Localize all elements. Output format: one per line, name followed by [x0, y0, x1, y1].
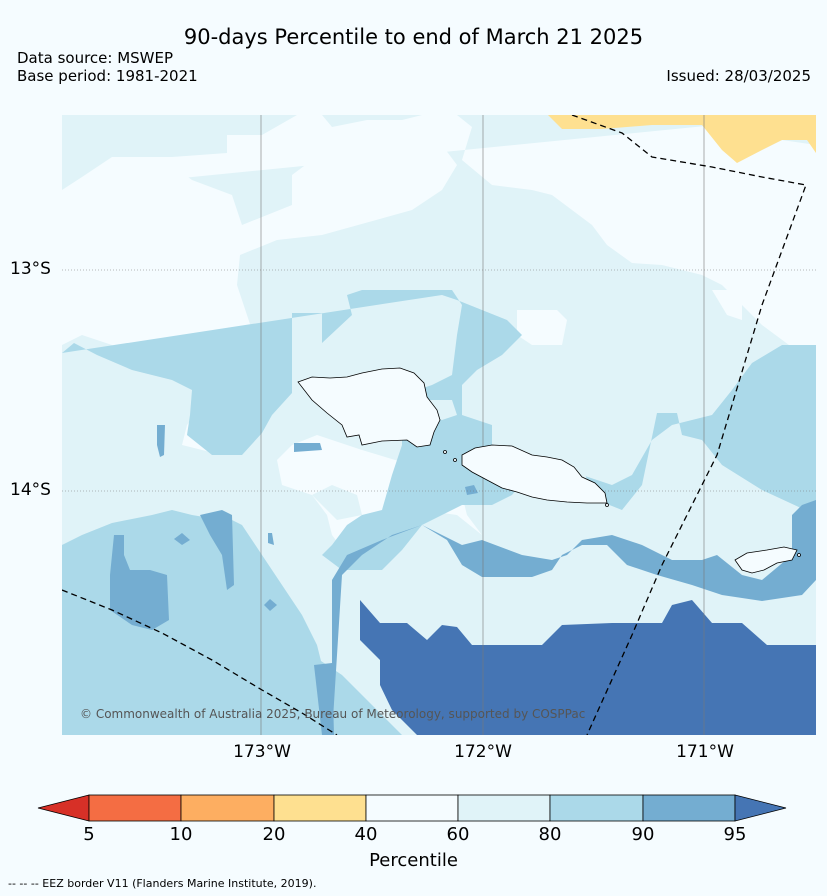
islet [797, 553, 801, 557]
colorbar-tick: 20 [262, 824, 286, 845]
zone-90-95 [294, 443, 322, 452]
colorbar-segment [273, 794, 367, 822]
map-title: 90-days Percentile to end of March 21 20… [183, 25, 644, 49]
colorbar-tick: 10 [169, 824, 193, 845]
colorbar-tick: 40 [354, 824, 378, 845]
issued-date: Issued: 28/03/2025 [666, 67, 811, 85]
island-tutuila [734, 546, 798, 574]
colorbar-segment [457, 794, 551, 822]
zone-95-up [360, 600, 816, 735]
colorbar-segment [365, 794, 459, 822]
zone-90-95 [465, 485, 478, 495]
colorbar-segment [180, 794, 275, 822]
copyright-notice: © Commonwealth of Australia 2025, Bureau… [80, 707, 586, 721]
zone-80-90 [62, 290, 816, 570]
islands [297, 367, 801, 574]
colorbar-tick: 60 [446, 824, 470, 845]
colorbar-segment [734, 794, 787, 822]
zone-90-95 [264, 599, 277, 611]
data-source: Data source: MSWEP [17, 49, 174, 67]
percentile-map [62, 115, 816, 735]
lon-label: 173°W [233, 742, 291, 762]
island-savaii [297, 367, 441, 448]
colorbar-tick: 90 [631, 824, 655, 845]
zone-40-60 [62, 135, 457, 455]
colorbar-segment [549, 794, 644, 822]
colorbar-segment [88, 794, 182, 822]
colorbar-tick: 5 [83, 824, 95, 845]
zone-40-60 [62, 115, 816, 365]
lon-label: 172°W [454, 742, 512, 762]
colorbar-tick: 95 [723, 824, 747, 845]
zone-90-95 [174, 533, 190, 545]
zone-20-40 [548, 115, 816, 163]
lat-label: 13°S [10, 259, 51, 279]
colorbar-tick: 80 [538, 824, 562, 845]
lat-label: 14°S [10, 480, 51, 500]
colorbar-segment [37, 794, 90, 822]
gridlines [62, 115, 816, 735]
zone-90-95 [157, 425, 165, 457]
zone-40-60 [277, 435, 482, 555]
zone-40-60 [712, 290, 742, 320]
base-period: Base period: 1981-2021 [17, 67, 198, 85]
zone-90-95 [110, 535, 169, 630]
zone-90-95 [268, 533, 274, 545]
colorbar-label: Percentile [369, 850, 458, 871]
colorbar [37, 794, 787, 822]
island-upolu [461, 444, 608, 504]
islet [443, 450, 447, 454]
zone-90-95 [314, 663, 334, 735]
lon-label: 171°W [676, 742, 734, 762]
zone-90-95 [200, 510, 234, 590]
colorbar-segment [642, 794, 736, 822]
zone-40-60 [517, 310, 567, 345]
eez-border [62, 115, 807, 735]
islet [453, 458, 457, 462]
eez-legend-note: -- -- -- EEZ border V11 (Flanders Marine… [8, 877, 317, 890]
islet [605, 503, 609, 507]
zone-60-80 [312, 485, 362, 520]
